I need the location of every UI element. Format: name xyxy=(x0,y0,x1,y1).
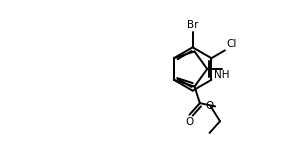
Text: Cl: Cl xyxy=(226,39,237,49)
Text: O: O xyxy=(185,117,194,127)
Text: O: O xyxy=(206,101,214,111)
Text: Br: Br xyxy=(187,20,198,30)
Text: NH: NH xyxy=(214,70,229,81)
